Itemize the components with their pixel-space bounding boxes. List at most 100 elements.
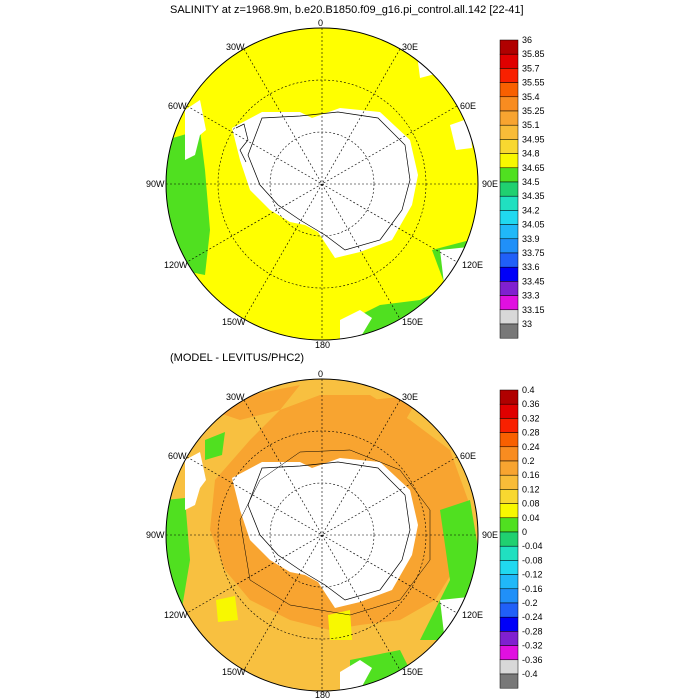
colorbar-swatch <box>499 673 519 689</box>
colorbar-swatch <box>499 588 519 604</box>
lon-label-150w: 150W <box>222 317 246 327</box>
colorbar-swatch <box>499 309 519 325</box>
colorbar-swatch <box>499 167 519 183</box>
colorbar-swatch <box>499 432 519 448</box>
lon-label-180: 180 <box>315 340 330 350</box>
lon-label-180: 180 <box>315 690 330 700</box>
colorbar-tick-label: 34.35 <box>522 191 545 201</box>
colorbar-tick-label: 0.24 <box>522 442 540 452</box>
lon-label-90w: 90W <box>146 530 165 540</box>
lon-label-150e: 150E <box>402 317 423 327</box>
colorbar-swatch <box>499 602 519 618</box>
colorbar-swatch <box>499 68 519 83</box>
colorbar-tick-label: -0.4 <box>522 669 538 679</box>
colorbar-tick-label: 34.65 <box>522 163 545 173</box>
colorbar-swatch <box>499 195 519 211</box>
colorbar-tick-label: 0.28 <box>522 428 540 438</box>
colorbar-tick-label: 0.36 <box>522 399 540 409</box>
colorbar-swatch <box>499 545 519 561</box>
colorbar-swatch <box>499 110 519 126</box>
near-zero-anomaly-region <box>205 432 225 460</box>
colorbar-swatch <box>499 139 519 154</box>
colorbar-tick-label: -0.04 <box>522 541 543 551</box>
south-america-landmass <box>185 452 206 510</box>
lon-label-150w: 150W <box>222 667 246 677</box>
lon-label-120e: 120E <box>462 610 483 620</box>
colorbar-swatch <box>499 389 519 405</box>
new-zealand-landmass <box>340 660 372 691</box>
lon-label-30w: 30W <box>226 42 245 52</box>
colorbar-swatch <box>499 517 519 533</box>
antarctica-coastline <box>247 111 411 251</box>
low-anomaly-region <box>216 596 238 622</box>
colorbar-tick-label: 0.12 <box>522 484 540 494</box>
lon-label-120e: 120E <box>462 260 483 270</box>
colorbar-swatch <box>499 124 519 140</box>
colorbar-tick-label: 35.1 <box>522 120 540 130</box>
lon-label-60w: 60W <box>168 101 187 111</box>
lon-label-60w: 60W <box>168 451 187 461</box>
colorbar-tick-label: -0.16 <box>522 584 543 594</box>
new-zealand-landmass <box>340 310 372 340</box>
colorbar-swatch <box>499 238 519 254</box>
lon-label-150e: 150E <box>402 667 423 677</box>
colorbar-tick-label: 33.6 <box>522 262 540 272</box>
colorbar-top: 36 35.85 35.7 35.55 35.4 35.25 35.1 34.95 34.8 34… <box>499 35 545 339</box>
graticule-top <box>166 28 478 340</box>
colorbar-swatch <box>499 531 519 547</box>
antarctica-landmass <box>232 108 418 258</box>
colorbar-swatch <box>499 53 519 69</box>
lon-label-0: 0 <box>318 369 323 379</box>
colorbar-swatch <box>499 503 519 519</box>
colorbar-tick-label: -0.28 <box>522 626 543 636</box>
colorbar-tick-label: 0.2 <box>522 456 535 466</box>
colorbar-swatch <box>499 645 519 661</box>
graticule-bottom <box>166 379 478 691</box>
colorbar-swatch <box>499 460 519 476</box>
lon-label-60e: 60E <box>460 451 476 461</box>
colorbar-swatch <box>499 181 519 197</box>
map-border-top <box>165 27 479 341</box>
colorbar-tick-label: 34.8 <box>522 149 540 159</box>
colorbar-swatch <box>499 153 519 169</box>
colorbar-swatch <box>499 418 519 433</box>
colorbar-swatch <box>499 82 519 98</box>
colorbar-swatch <box>499 659 519 675</box>
colorbar-tick-label: 35.55 <box>522 78 545 88</box>
colorbar-swatch <box>499 446 519 462</box>
colorbar-swatch <box>499 210 519 225</box>
lon-label-90e: 90E <box>482 530 498 540</box>
antarctic-peninsula-coastline <box>235 123 249 163</box>
colorbar-swatch <box>499 252 519 268</box>
colorbar-tick-label: 0 <box>522 527 527 537</box>
colorbar-swatch <box>499 560 519 575</box>
colorbar-swatch <box>499 489 519 504</box>
colorbar-swatch <box>499 323 519 339</box>
coastal-green-region <box>166 130 210 275</box>
lon-label-30w: 30W <box>226 392 245 402</box>
colorbar-bottom: 0.4 0.36 0.32 0.28 0.24 0.2 0.16 0.12 0.08 0.04 0 -… <box>499 385 543 689</box>
lon-label-0: 0 <box>318 18 323 28</box>
colorbar-tick-label: 0.16 <box>522 470 540 480</box>
colorbar-tick-label: 34.5 <box>522 177 540 187</box>
lon-label-90w: 90W <box>146 179 165 189</box>
colorbar-tick-label: 33.75 <box>522 248 545 258</box>
lon-label-30e: 30E <box>402 42 418 52</box>
colorbar-tick-label: 34.95 <box>522 134 545 144</box>
colorbar-swatch <box>499 266 519 282</box>
lon-label-30e: 30E <box>402 392 418 402</box>
colorbar-tick-label: 35.7 <box>522 63 540 73</box>
colorbar-tick-label: 34.05 <box>522 220 545 230</box>
colorbar-swatch <box>499 574 519 590</box>
colorbar-swatch <box>499 631 519 646</box>
colorbar-tick-label: 36 <box>522 35 532 45</box>
colorbar-tick-label: 33.9 <box>522 234 540 244</box>
colorbar-tick-label: 34.2 <box>522 205 540 215</box>
colorbar-swatch <box>499 474 519 490</box>
map-border-bottom <box>165 378 479 692</box>
colorbar-swatch <box>499 281 519 296</box>
colorbar-tick-label: -0.2 <box>522 598 538 608</box>
colorbar-tick-label: 33.45 <box>522 276 545 286</box>
colorbar-swatch <box>499 616 519 632</box>
